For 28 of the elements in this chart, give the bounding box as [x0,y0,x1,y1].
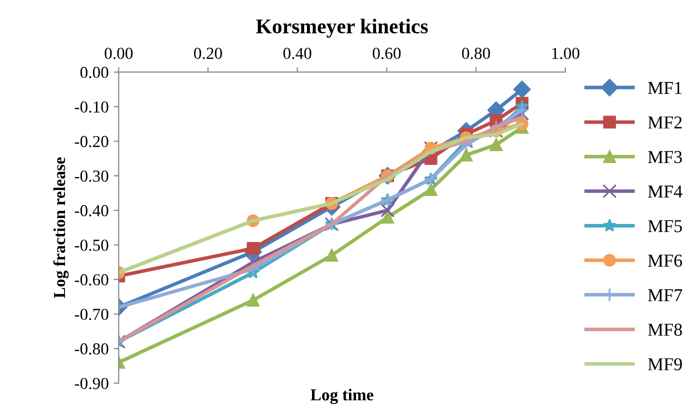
y-tick-label: -0.40 [74,205,108,216]
x-tick-label: 0.60 [372,48,401,60]
chart-title: Korsmeyer kinetics [256,18,428,38]
legend-label: MF9 [648,358,682,370]
legend-label: MF5 [648,220,682,232]
y-tick-label: -0.70 [74,308,108,320]
y-tick-label: -0.90 [74,378,108,390]
legend-label: MF8 [648,324,682,336]
x-tick-label: 1.00 [552,48,580,60]
legend-label: MF3 [648,150,682,164]
y-tick-label: -0.80 [74,343,108,355]
legend-label: MF7 [648,289,682,302]
x-tick-label: 0.40 [283,48,312,60]
y-tick-label: -0.30 [74,170,108,182]
y-tick-label: -0.20 [74,136,108,148]
x-tick-label: 0.20 [194,48,222,60]
y-tick-label: -0.10 [74,101,108,113]
legend-label: MF4 [648,186,682,198]
x-axis-title: Log time [310,388,374,404]
y-tick-label: -0.50 [74,240,108,251]
legend-label: MF1 [648,82,682,94]
x-tick-label: 0.00 [104,48,133,60]
legend-label: MF6 [648,254,682,267]
y-axis-title: Log fraction release [53,157,69,298]
y-tick-label: -0.60 [74,274,108,286]
x-tick-label: 0.80 [462,48,490,60]
legend-label: MF2 [648,116,682,128]
y-tick-label: 0.00 [80,66,108,78]
